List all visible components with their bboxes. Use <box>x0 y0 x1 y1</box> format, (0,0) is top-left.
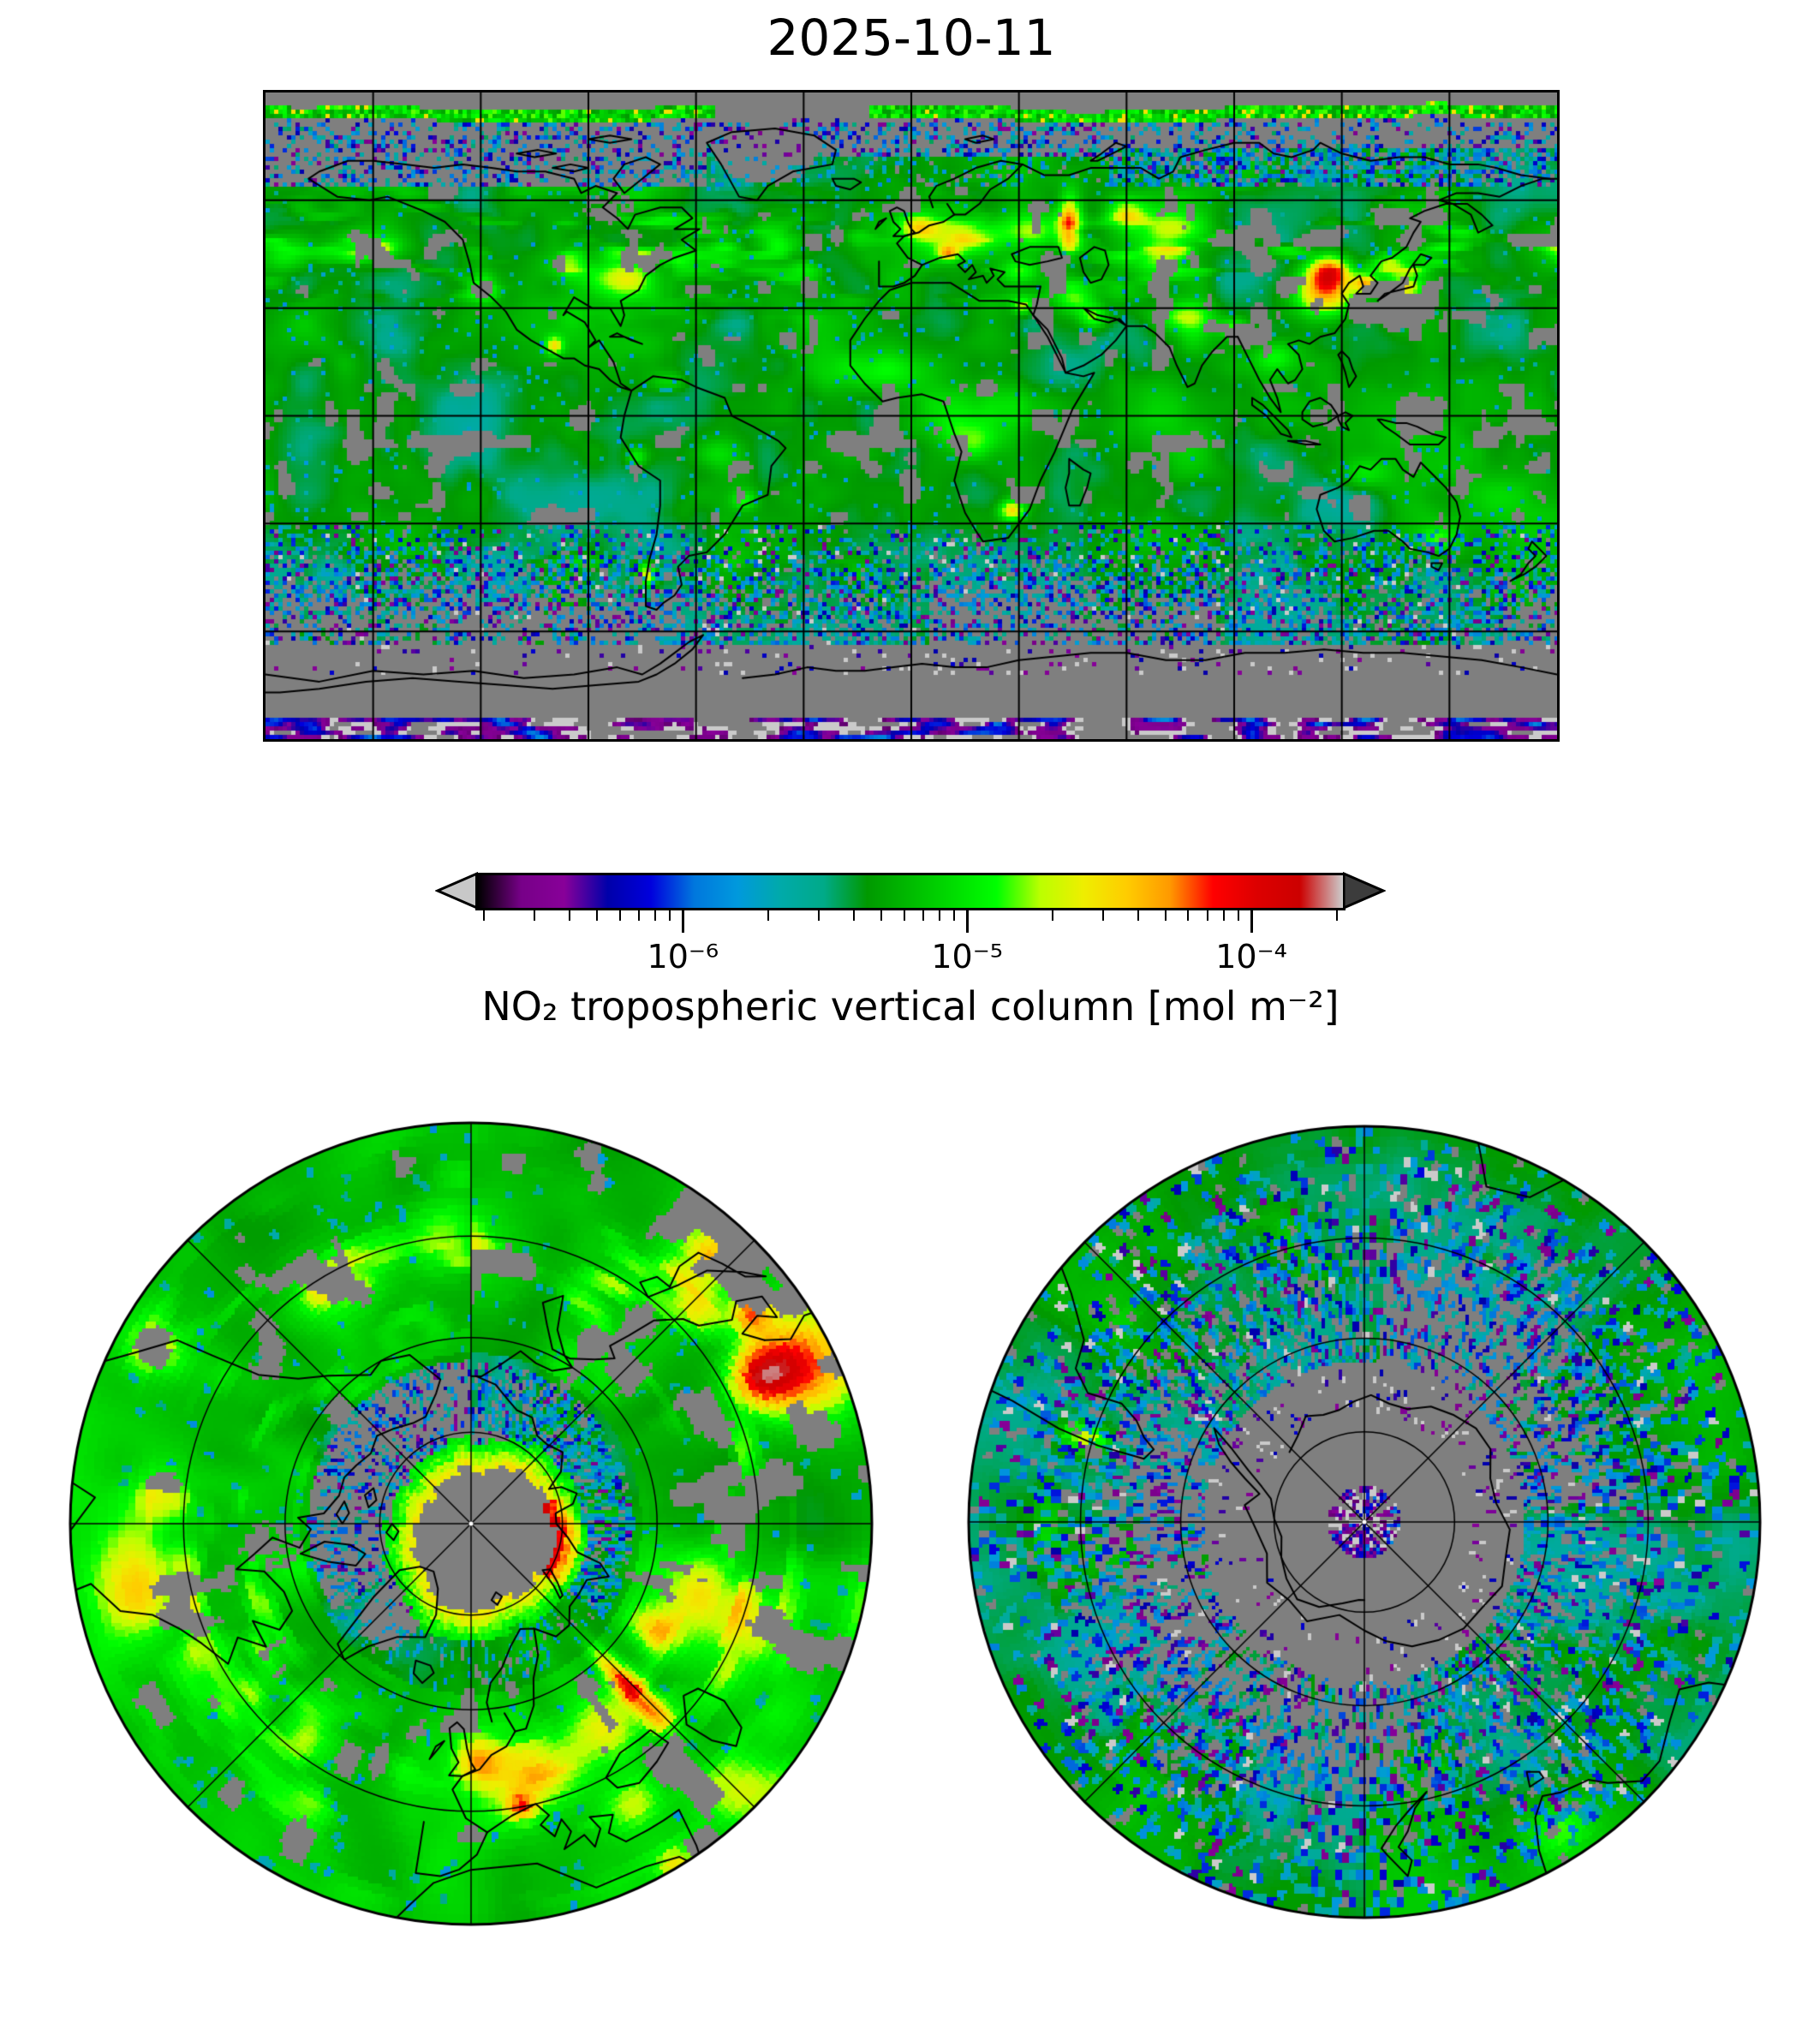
colorbar-label: NO₂ tropospheric vertical column [mol m⁻… <box>481 983 1340 1029</box>
colorbar-gradient <box>475 873 1346 910</box>
colorbar-minor-tick <box>939 910 941 921</box>
colorbar-minor-tick <box>483 910 486 921</box>
colorbar-minor-tick <box>922 910 924 921</box>
colorbar-minor-tick <box>637 910 640 921</box>
north-polar-map-canvas <box>67 1119 875 1928</box>
colorbar-tick-label: 10⁻⁴ <box>1215 938 1287 976</box>
colorbar-minor-tick <box>654 910 657 921</box>
colorbar-minor-tick <box>1165 910 1167 921</box>
colorbar-tick-label: 10⁻⁵ <box>931 938 1004 976</box>
colorbar-minor-tick <box>1187 910 1190 921</box>
colorbar-minor-tick <box>1101 910 1104 921</box>
colorbar-minor-tick <box>533 910 535 921</box>
colorbar-minor-tick <box>669 910 671 921</box>
colorbar-minor-tick <box>1206 910 1208 921</box>
colorbar-minor-tick <box>596 910 599 921</box>
figure-title: 2025-10-11 <box>767 9 1056 67</box>
colorbar-minor-tick <box>817 910 820 921</box>
colorbar-minor-tick <box>880 910 883 921</box>
colorbar-minor-tick <box>853 910 856 921</box>
colorbar-major-tick <box>681 910 684 933</box>
colorbar-minor-tick <box>767 910 770 921</box>
colorbar-minor-tick <box>1222 910 1225 921</box>
colorbar-minor-tick <box>1052 910 1054 921</box>
colorbar-under-extend-arrow-icon <box>435 872 478 910</box>
colorbar-minor-tick <box>569 910 571 921</box>
colorbar-major-tick <box>965 910 969 933</box>
colorbar-axis: 10⁻⁶ 10⁻⁵ 10⁻⁴ <box>478 910 1343 1030</box>
colorbar-minor-tick <box>1335 910 1338 921</box>
colorbar-minor-tick <box>1137 910 1139 921</box>
south-polar-map-canvas <box>965 1123 1763 1921</box>
colorbar-minor-tick <box>953 910 956 921</box>
colorbar-minor-tick <box>1237 910 1239 921</box>
colorbar-minor-tick <box>618 910 621 921</box>
colorbar-over-extend-arrow-icon <box>1343 872 1386 910</box>
colorbar-minor-tick <box>903 910 905 921</box>
colorbar-tick-label: 10⁻⁶ <box>647 938 719 976</box>
colorbar-major-tick <box>1250 910 1253 933</box>
global-no2-map-canvas <box>263 90 1560 742</box>
